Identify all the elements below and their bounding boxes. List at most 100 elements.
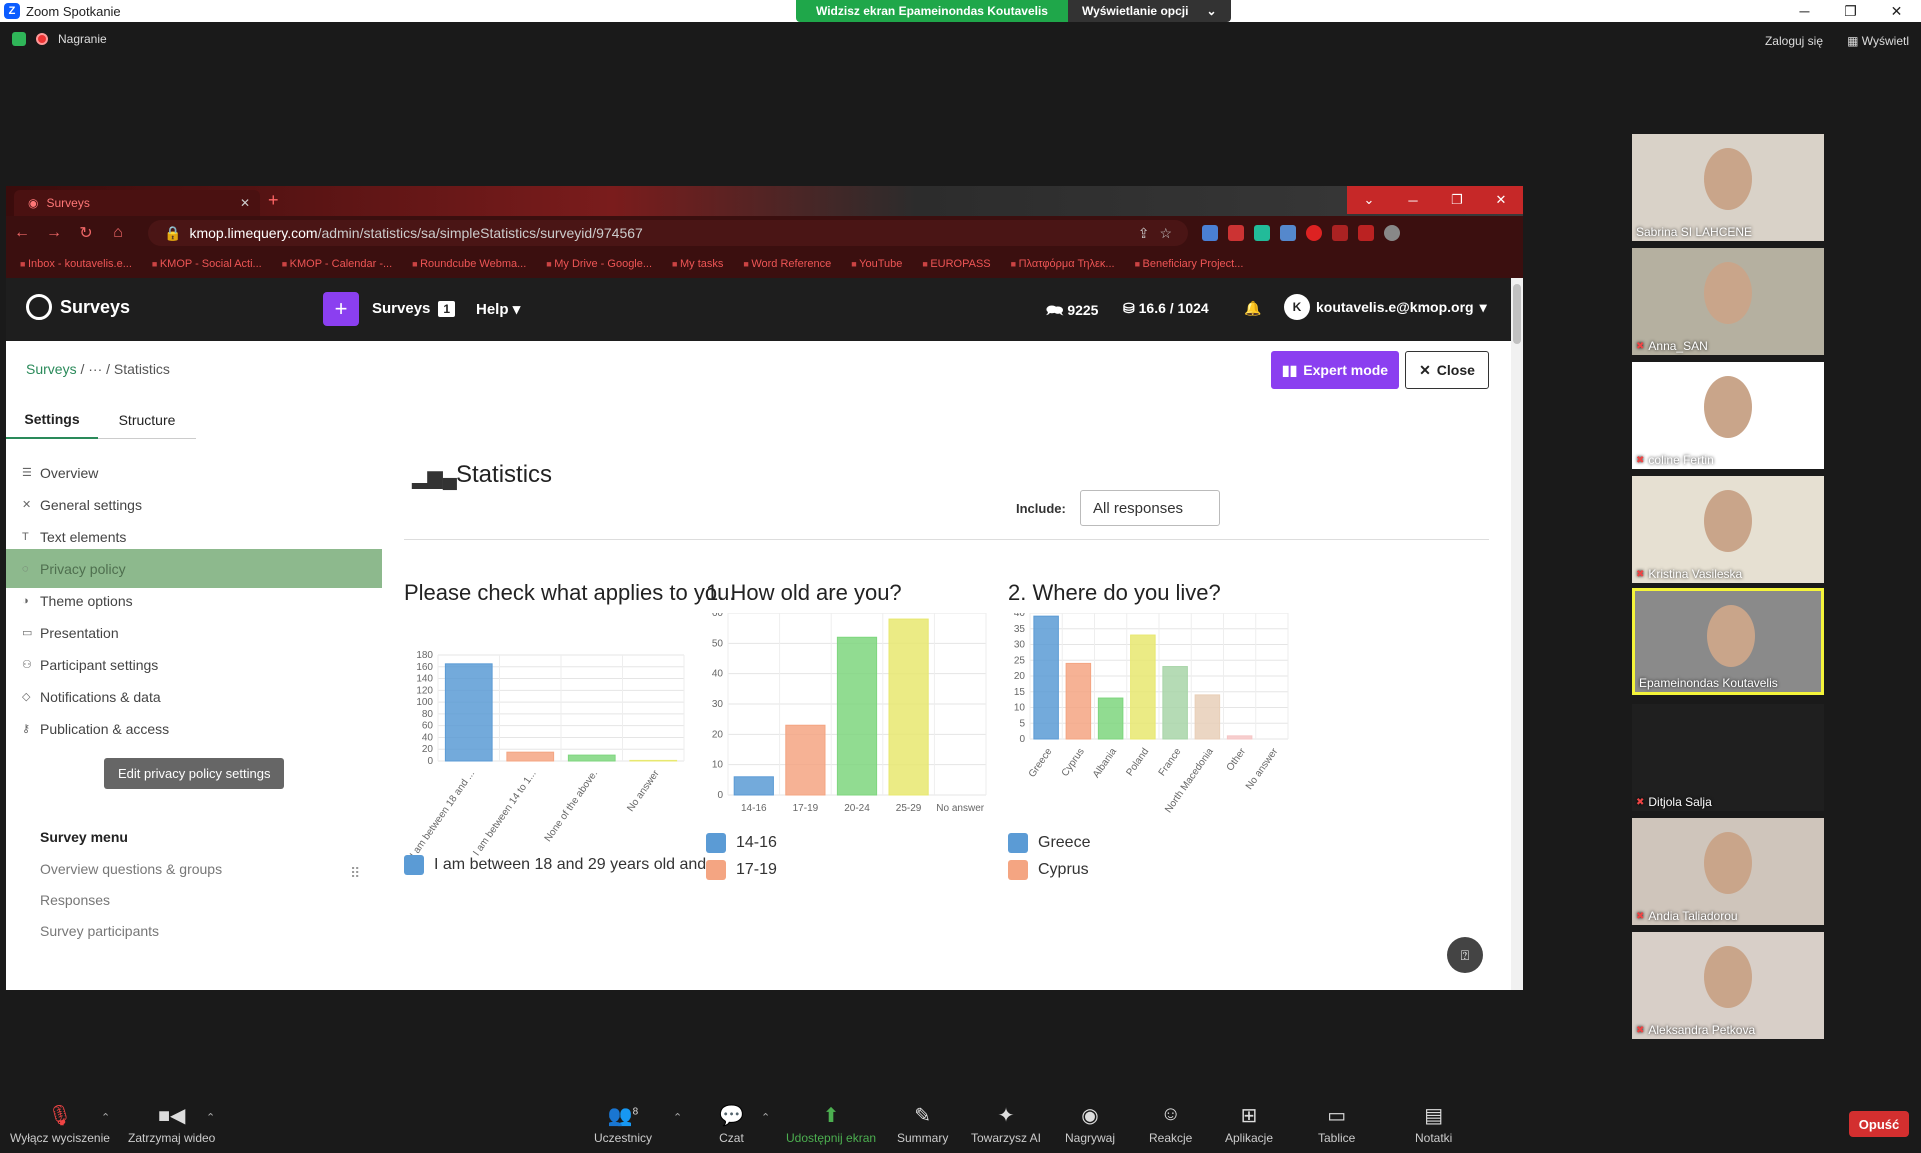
extensions-puzzle-icon[interactable] [1358,225,1374,241]
browser-close-icon[interactable]: ✕ [1479,186,1523,214]
browser-minimize-icon[interactable]: ─ [1391,186,1435,214]
home-icon[interactable]: ⌂ [113,224,123,241]
surveys-menu[interactable]: Surveys 1 [372,300,456,317]
bookmark-item[interactable]: My Drive - Google... [546,258,652,270]
participant-tile[interactable]: Epameinondas Koutavelis [1632,588,1824,695]
leave-button[interactable]: Opuść [1849,1111,1909,1137]
expert-mode-button[interactable]: ▮▮ Expert mode [1271,351,1399,389]
stop-video-button[interactable]: ■◀ Zatrzymaj wideo [128,1103,215,1145]
scrollbar-thumb[interactable] [1513,284,1521,344]
close-button[interactable]: ✕ Close [1405,351,1489,389]
recording-label: Nagranie [58,32,107,46]
survey-menu-overview-questions[interactable]: Overview questions & groups [40,861,223,877]
breadcrumb-surveys-link[interactable]: Surveys [26,361,77,377]
apps-button[interactable]: ⊞ Aplikacje [1225,1103,1273,1145]
feedback-icon[interactable]: ⍰ [1447,937,1483,973]
survey-menu-participants[interactable]: Survey participants [40,923,160,939]
breadcrumb-ellipsis[interactable]: ··· [88,361,103,377]
whiteboards-button[interactable]: ▭ Tablice [1318,1103,1355,1145]
recording-indicator[interactable]: Nagranie [12,32,107,46]
reload-icon[interactable]: ↻ [79,225,93,242]
limesurvey-navbar: Surveys + Surveys 1 Help ▾ 🗪 9225 ⛁ 16.6… [6,278,1511,341]
extension-icon[interactable] [1332,225,1348,241]
new-tab-icon[interactable]: + [268,190,279,210]
bookmark-item[interactable]: Roundcube Webma... [412,258,526,270]
star-icon[interactable]: ☆ [1159,224,1172,241]
limesurvey-logo[interactable]: Surveys [26,294,130,320]
login-link[interactable]: Zaloguj się [1764,34,1823,48]
participant-tile[interactable]: ✖ Aleksandra Petkova [1632,932,1824,1039]
record-extension-icon[interactable] [1306,225,1322,241]
participants-options-icon[interactable]: ⌃ [673,1112,683,1124]
minimize-icon[interactable]: ─ [1799,3,1810,19]
user-menu[interactable]: K koutavelis.e@kmop.org ▾ [1284,294,1487,320]
user-avatar: K [1284,294,1310,320]
chat-options-icon[interactable]: ⌃ [761,1112,771,1124]
bookmark-item[interactable]: My tasks [672,258,723,270]
close-icon[interactable]: ✕ [1890,2,1903,19]
bookmark-item[interactable]: Πλατφόρμα Τηλεκ... [1011,258,1115,270]
sidebar-item-privacy-policy[interactable]: ◌ Privacy policy [6,549,382,588]
maximize-icon[interactable]: ❐ [1844,2,1857,19]
video-options-icon[interactable]: ⌃ [206,1112,216,1124]
share-icon[interactable]: ⇪ [1137,224,1150,241]
sidebar-item-presentation[interactable]: ▭ Presentation [6,613,382,652]
bookmark-item[interactable]: Word Reference [743,258,831,270]
create-survey-button[interactable]: + [323,292,359,326]
tab-search-icon[interactable]: ⌄ [1347,186,1391,214]
reactions-button[interactable]: ☺ Reakcje [1149,1103,1192,1145]
view-options-button[interactable]: Wyświetlanie opcji ⌄ [1067,0,1231,22]
sidebar-item-participant-settings[interactable]: ⚇ Participant settings [6,645,382,684]
ai-companion-button[interactable]: ✦ Towarzysz AI [971,1103,1041,1145]
view-button[interactable]: ▦ Wyświetl [1847,34,1909,48]
adblock-icon[interactable] [1228,225,1244,241]
record-button[interactable]: ◉ Nagrywaj [1065,1103,1115,1145]
forward-icon[interactable]: → [46,224,62,241]
screen-capture-icon[interactable] [1280,225,1296,241]
participant-tile[interactable]: ✖ Andia Taliadorou [1632,818,1824,925]
profile-avatar[interactable] [1384,225,1400,241]
bookmark-item[interactable]: Beneficiary Project... [1135,258,1244,270]
notes-button[interactable]: ▤ Notatki [1415,1103,1452,1145]
sidebar-item-notifications[interactable]: ◇ Notifications & data [6,677,382,716]
participant-tile[interactable]: ✖ Ditjola Salja [1632,704,1824,811]
summary-button[interactable]: ✎ Summary [897,1103,948,1145]
back-icon[interactable]: ← [14,224,30,241]
bookmark-item[interactable]: YouTube [851,258,902,270]
participants-button[interactable]: 👥8 Uczestnicy [594,1103,652,1145]
tab-close-icon[interactable]: ✕ [239,196,250,210]
browser-restore-icon[interactable]: ❐ [1435,186,1479,214]
page-scrollbar[interactable] [1511,278,1523,990]
share-screen-button[interactable]: ⬆ Udostępnij ekran [786,1103,876,1145]
participant-tile[interactable]: ✖ Anna_SAN [1632,248,1824,355]
translate-icon[interactable] [1202,225,1218,241]
participant-name-text: Anna_SAN [1648,339,1708,353]
drag-handle-icon[interactable]: ⠿ [350,865,361,881]
include-select[interactable]: All responses [1080,490,1220,526]
participant-video [1704,376,1752,438]
participant-tile[interactable]: ✖ coline Fertin [1632,362,1824,469]
audio-options-icon[interactable]: ⌃ [101,1112,111,1124]
bookmark-item[interactable]: KMOP - Social Acti... [152,258,262,270]
legend-item: Cyprus [1008,860,1089,880]
unmute-button[interactable]: 🎙 Wyłącz wyciszenie [10,1103,110,1145]
sidebar-item-overview[interactable]: ☰ Overview [6,453,382,492]
sidebar-item-publication[interactable]: ⚷ Publication & access [6,709,382,748]
help-menu[interactable]: Help ▾ [476,300,520,318]
sidebar-item-general-settings[interactable]: ✕ General settings [6,485,382,524]
participant-tile[interactable]: ✖ Kristina Vasileska [1632,476,1824,583]
survey-menu-responses[interactable]: Responses [40,892,111,908]
sidebar-item-theme-options[interactable]: ◑ Theme options [6,581,382,620]
participant-tile[interactable]: Sabrina SI LAHCENE [1632,134,1824,241]
sidebar-item-text-elements[interactable]: T Text elements [6,517,382,556]
bookmark-item[interactable]: EUROPASS [922,258,990,270]
notification-bell-icon[interactable]: 🔔 [1244,300,1262,316]
url-field[interactable]: 🔒 kmop.limequery.com/admin/statistics/sa… [148,220,1188,246]
tab-structure[interactable]: Structure [98,401,196,439]
grammarly-icon[interactable] [1254,225,1270,241]
tab-settings[interactable]: Settings [6,401,98,439]
browser-tab[interactable]: ◉ Surveys ✕ [14,190,260,216]
chat-button[interactable]: 💬 Czat [719,1103,744,1145]
bookmark-item[interactable]: Inbox - koutavelis.e... [20,258,132,270]
bookmark-item[interactable]: KMOP - Calendar -... [282,258,393,270]
